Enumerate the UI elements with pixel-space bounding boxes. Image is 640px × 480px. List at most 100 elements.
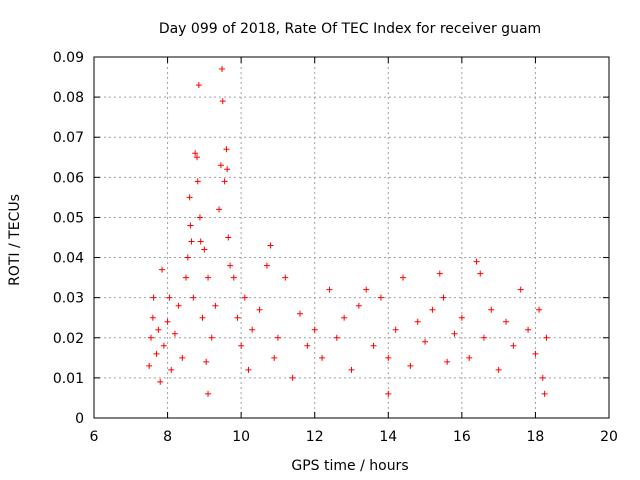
- data-point: [188, 238, 195, 245]
- data-point: [532, 350, 539, 357]
- y-tick-label: 0.08: [53, 90, 84, 106]
- x-axis-label: GPS time / hours: [291, 458, 408, 474]
- chart-title: Day 099 of 2018, Rate Of TEC Index for r…: [159, 21, 541, 37]
- x-tick-label: 14: [379, 429, 397, 445]
- data-point: [245, 366, 252, 373]
- data-point: [517, 286, 524, 293]
- data-point: [400, 274, 406, 281]
- data-points: [146, 66, 550, 397]
- axis-ticks: [93, 56, 610, 419]
- y-tick-label: 0.05: [53, 210, 84, 226]
- data-point: [348, 366, 355, 373]
- data-point: [385, 390, 392, 397]
- data-point: [205, 390, 212, 397]
- data-point: [525, 326, 532, 333]
- data-point: [205, 274, 212, 281]
- data-point: [227, 262, 234, 269]
- data-point: [436, 270, 443, 277]
- data-point: [199, 314, 206, 321]
- y-tick-label: 0.02: [53, 331, 84, 347]
- data-point: [217, 162, 224, 169]
- data-point: [196, 214, 203, 221]
- data-point: [249, 326, 256, 333]
- data-point: [510, 342, 517, 349]
- data-point: [422, 338, 429, 345]
- data-point: [282, 274, 289, 281]
- x-tick-label: 10: [232, 429, 250, 445]
- x-tick-label: 6: [90, 429, 99, 445]
- plot-frame: [93, 56, 610, 419]
- x-tick-label: 18: [527, 429, 545, 445]
- data-point: [201, 246, 208, 253]
- data-point: [473, 258, 480, 265]
- data-point: [149, 314, 156, 321]
- data-point: [219, 98, 226, 105]
- data-point: [195, 82, 202, 89]
- data-point: [429, 306, 436, 313]
- data-point: [263, 262, 270, 269]
- data-point: [503, 318, 509, 325]
- data-point: [208, 334, 215, 341]
- data-point: [451, 330, 458, 337]
- data-point: [157, 378, 164, 385]
- data-point: [480, 334, 487, 341]
- data-point: [175, 302, 182, 309]
- x-tick-label: 12: [306, 429, 324, 445]
- data-point: [223, 146, 230, 153]
- y-tick-label: 0.04: [53, 251, 84, 267]
- data-point: [543, 334, 550, 341]
- tick-labels: 0 0.01 0.02 0.03 0.04 0.05 0.06 0.07 0.08 0.09 6 8 1…: [53, 50, 618, 445]
- data-point: [271, 354, 278, 361]
- x-tick-label: 20: [600, 429, 618, 445]
- data-point: [160, 342, 167, 349]
- data-point: [495, 366, 502, 373]
- data-point: [234, 314, 241, 321]
- data-point: [186, 194, 193, 201]
- data-point: [466, 354, 473, 361]
- data-point: [192, 150, 199, 157]
- data-point: [212, 302, 219, 309]
- data-point: [230, 274, 237, 281]
- data-point: [326, 286, 333, 293]
- grid-lines: [94, 57, 609, 418]
- data-point: [179, 354, 186, 361]
- data-point: [274, 334, 281, 341]
- data-point: [407, 362, 414, 369]
- data-point: [458, 314, 465, 321]
- data-point: [166, 294, 173, 301]
- data-point: [187, 222, 194, 229]
- data-point: [304, 342, 311, 349]
- data-point: [219, 66, 226, 73]
- data-point: [256, 306, 263, 313]
- data-point: [168, 366, 175, 373]
- data-point: [146, 362, 153, 369]
- x-tick-label: 8: [163, 429, 172, 445]
- data-point: [541, 390, 548, 397]
- data-point: [164, 318, 171, 325]
- y-tick-label: 0.09: [53, 50, 84, 66]
- data-point: [148, 334, 155, 341]
- x-tick-label: 16: [453, 429, 471, 445]
- data-point: [333, 334, 340, 341]
- y-tick-label: 0: [75, 411, 84, 427]
- data-point: [225, 234, 232, 241]
- data-point: [194, 178, 201, 185]
- data-point: [385, 354, 392, 361]
- data-point: [153, 350, 160, 357]
- data-point: [319, 354, 326, 361]
- data-point: [221, 178, 228, 185]
- data-point: [203, 358, 210, 365]
- data-point: [171, 330, 178, 337]
- data-point: [440, 294, 447, 301]
- data-point: [536, 306, 543, 313]
- data-point: [444, 358, 451, 365]
- data-point: [197, 238, 204, 245]
- data-point: [414, 318, 421, 325]
- data-point: [363, 286, 370, 293]
- data-point: [224, 166, 231, 173]
- y-tick-label: 0.01: [53, 371, 84, 387]
- data-point: [159, 266, 166, 273]
- y-tick-label: 0.03: [53, 291, 84, 307]
- data-point: [392, 326, 399, 333]
